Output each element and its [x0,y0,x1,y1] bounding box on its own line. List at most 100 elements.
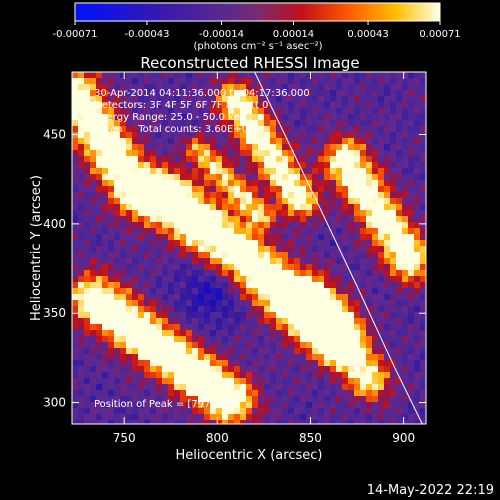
heatmap-cell [360,240,366,246]
heatmap-cell [156,120,162,126]
heatmap-cell [312,294,318,300]
heatmap-cell [324,174,330,180]
heatmap-cell [396,384,402,390]
heatmap-cell [144,240,150,246]
heatmap-cell [228,360,234,366]
heatmap-cell [402,258,408,264]
heatmap-cell [234,222,240,228]
heatmap-cell [102,288,108,294]
heatmap-cell [312,420,318,424]
heatmap-cell [240,210,246,216]
heatmap-cell [144,318,150,324]
heatmap-cell [372,240,378,246]
heatmap-cell [174,270,180,276]
heatmap-cell [96,372,102,378]
heatmap-cell [84,354,90,360]
heatmap-cell [72,120,78,126]
heatmap-cell [354,336,360,342]
heatmap-cell [360,192,366,198]
heatmap-cell [234,336,240,342]
heatmap-cell [72,396,78,402]
heatmap-cell [186,72,192,78]
heatmap-cell [372,246,378,252]
heatmap-cell [312,300,318,306]
heatmap-cell [114,396,120,402]
heatmap-cell [318,360,324,366]
heatmap-cell [324,144,330,150]
heatmap-cell [144,372,150,378]
heatmap-cell [318,300,324,306]
heatmap-cell [366,72,372,78]
heatmap-cell [144,120,150,126]
heatmap-cell [204,414,210,420]
heatmap-cell [216,216,222,222]
heatmap-cell [96,390,102,396]
heatmap-cell [198,378,204,384]
heatmap-cell [102,384,108,390]
heatmap-cell [372,210,378,216]
heatmap-cell [420,324,426,330]
heatmap-cell [420,138,426,144]
heatmap-cell [348,108,354,114]
heatmap-cell [180,72,186,78]
heatmap-cell [366,174,372,180]
heatmap-cell [96,402,102,408]
heatmap-cell [252,288,258,294]
heatmap-cell [294,138,300,144]
heatmap-cell [162,90,168,96]
heatmap-cell [120,282,126,288]
heatmap-cell [216,342,222,348]
heatmap-cell [276,90,282,96]
heatmap-cell [120,300,126,306]
heatmap-cell [120,342,126,348]
heatmap-cell [288,330,294,336]
heatmap-cell [282,342,288,348]
heatmap-cell [306,150,312,156]
x-tick-label: 900 [392,431,415,445]
heatmap-cell [360,294,366,300]
heatmap-cell [276,366,282,372]
heatmap-cell [144,366,150,372]
heatmap-cell [342,96,348,102]
heatmap-cell [276,72,282,78]
heatmap-cell [186,378,192,384]
heatmap-cell [300,198,306,204]
heatmap-cell [306,402,312,408]
heatmap-cell [120,108,126,114]
heatmap-cell [72,288,78,294]
heatmap-cell [108,300,114,306]
heatmap-cell [138,300,144,306]
heatmap-cell [240,174,246,180]
heatmap-cell [300,162,306,168]
heatmap-cell [330,222,336,228]
heatmap-cell [318,414,324,420]
heatmap-cell [366,234,372,240]
heatmap-cell [366,210,372,216]
heatmap-cell [300,390,306,396]
heatmap-cell [300,168,306,174]
heatmap-cell [84,288,90,294]
heatmap-cell [318,210,324,216]
heatmap-cell [306,162,312,168]
heatmap-cell [144,186,150,192]
heatmap-cell [384,408,390,414]
heatmap-cell [90,288,96,294]
heatmap-cell [120,138,126,144]
heatmap-cell [156,90,162,96]
heatmap-cell [414,282,420,288]
heatmap-cell [330,318,336,324]
heatmap-cell [84,114,90,120]
heatmap-cell [198,348,204,354]
heatmap-cell [102,276,108,282]
heatmap-cell [168,396,174,402]
annotation-peak-position: Position of Peak = [797,299] [94,399,237,410]
heatmap-cell [354,312,360,318]
heatmap-cell [390,336,396,342]
heatmap-cell [330,366,336,372]
heatmap-cell [78,252,84,258]
heatmap-cell [264,168,270,174]
heatmap-cell [324,162,330,168]
heatmap-cell [348,162,354,168]
heatmap-cell [270,210,276,216]
heatmap-cell [384,270,390,276]
